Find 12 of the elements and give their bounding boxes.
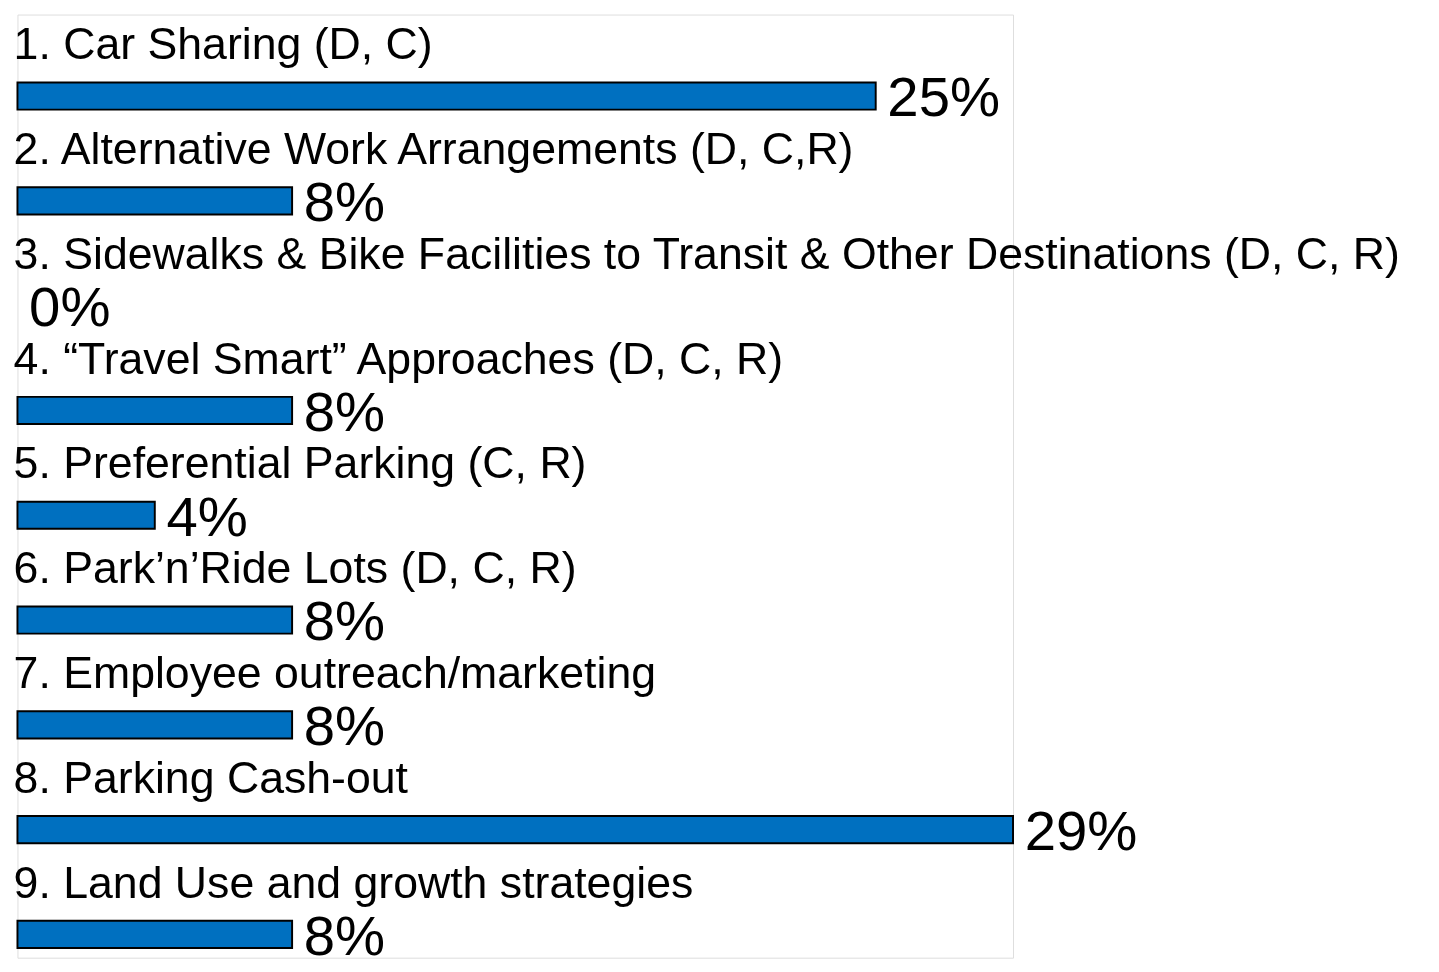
bar	[16, 710, 294, 740]
bar	[16, 395, 294, 425]
y-tick-label: 2. Alternative Work Arrangements (D, C,R)	[13, 123, 854, 173]
bar	[16, 81, 877, 111]
data-label: 29%	[1024, 799, 1138, 863]
bar	[16, 186, 294, 216]
bar	[16, 500, 156, 530]
data-label: 25%	[887, 65, 1000, 129]
bar	[16, 919, 294, 949]
y-tick-label: 1. Car Sharing (D, C)	[13, 19, 433, 69]
bar	[16, 605, 294, 635]
bar	[16, 815, 1014, 845]
